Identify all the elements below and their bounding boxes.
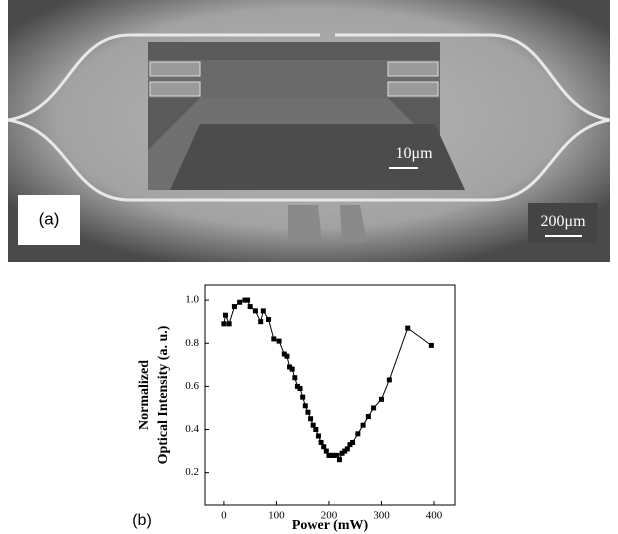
data-point [284,353,290,359]
data-point [428,342,434,348]
data-point [365,414,371,420]
x-tick-label: 200 [321,510,338,522]
data-point [252,308,258,314]
y-tick-label: 0.4 [185,423,199,435]
data-point [258,319,264,325]
data-point [321,444,327,450]
data-line [223,299,432,461]
data-point [245,297,251,303]
chart: (b) Power (mW) Normalized Optical Intens… [132,284,456,533]
data-point [305,409,311,415]
data-point [342,448,348,454]
data-point [247,304,253,310]
data-point [226,321,232,327]
data-point [318,439,324,445]
data-point [260,308,266,314]
panel-label: (b) [132,512,152,529]
data-point [405,325,411,331]
data-point [386,377,392,383]
data-point [313,427,319,433]
data-point [347,442,353,448]
x-tick-label: 100 [268,510,285,522]
data-point [336,457,342,463]
y-tick-label: 0.6 [185,380,199,392]
y-tick-label: 1.0 [185,294,199,306]
x-tick-label: 300 [373,510,390,522]
data-point [271,336,277,342]
data-point [339,450,345,456]
data-point [237,299,243,305]
x-axis-label: Power (mW) [292,518,369,533]
data-point [315,433,321,439]
data-point [231,304,237,310]
data-point [344,446,350,452]
data-point [360,422,366,428]
data-point [329,452,335,458]
data-point [266,317,272,323]
data-point [287,364,293,370]
data-point [371,405,377,411]
data-point [297,386,303,392]
data-point [289,366,295,372]
data-point [221,321,227,327]
y-tick-label: 0.2 [185,466,199,478]
scale-label: 200μm [540,213,586,230]
data-point [302,403,308,409]
data-point [355,431,361,437]
data-point [331,452,337,458]
data-point [292,375,298,381]
data-point [323,448,329,454]
y-axis-label: Normalized [137,360,152,430]
data-point [294,383,300,389]
data-point [300,394,306,400]
data-point [222,312,228,318]
sem-image: (a) 10μm 200μm [7,0,611,262]
data-point [378,396,384,402]
y-tick-label: 0.8 [185,337,199,349]
data-point [334,452,340,458]
y-axis-label: Optical Intensity (a. u.) [156,325,171,464]
x-tick-label: 0 [221,510,227,522]
plot-frame [204,284,456,506]
data-point [326,452,332,458]
data-point [308,416,314,422]
x-tick-label: 400 [426,510,443,522]
data-point [276,338,282,344]
inset-scale-label: 10μm [395,145,433,162]
data-point [281,351,287,357]
panel-label: (a) [39,209,60,228]
data-point [242,297,248,303]
data-point [350,439,356,445]
data-point [310,422,316,428]
